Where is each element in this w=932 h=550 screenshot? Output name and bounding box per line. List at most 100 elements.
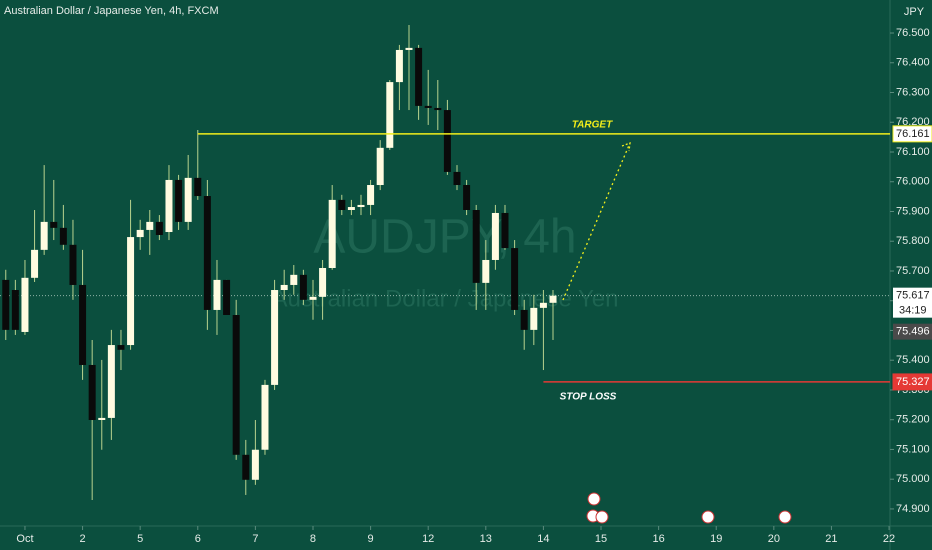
x-tick-label: 22 — [883, 533, 895, 545]
candle-body — [530, 307, 538, 330]
candle-body — [155, 221, 163, 235]
x-tick-label: 15 — [595, 533, 607, 545]
candle-body — [405, 47, 413, 50]
candle-body — [194, 177, 202, 197]
candle-body — [491, 212, 499, 260]
candle-body — [203, 196, 211, 310]
price-tag-bg — [893, 287, 932, 318]
candle-body — [520, 309, 528, 330]
candle-body — [40, 221, 48, 250]
price-tag-bg — [892, 373, 932, 391]
x-tick-label: Oct — [16, 533, 33, 545]
event-icon — [701, 510, 715, 524]
x-tick-label: 14 — [537, 533, 549, 545]
candle-body — [319, 268, 327, 297]
y-tick-label: 75.200 — [896, 414, 930, 426]
candle-body — [309, 296, 317, 300]
candle-body — [271, 290, 279, 385]
candle-body — [21, 277, 29, 332]
candle-body — [11, 290, 19, 330]
candle-body — [31, 249, 39, 278]
projection-arrow — [562, 142, 631, 301]
watermark: AUDJPY, 4h — [313, 211, 576, 264]
candle-body — [453, 171, 461, 186]
candle-body — [482, 259, 490, 283]
y-tick-label: 75.800 — [896, 235, 930, 247]
y-tick-label: 76.200 — [896, 116, 930, 128]
candle-body — [290, 274, 298, 285]
y-tick-label: 76.100 — [896, 146, 930, 158]
candle-body — [50, 221, 58, 228]
x-tick-label: 12 — [422, 533, 434, 545]
y-tick-label: 75.100 — [896, 443, 930, 455]
candle-body — [328, 199, 336, 269]
candle-body — [434, 107, 442, 111]
y-tick-label: 75.000 — [896, 473, 930, 485]
candle-body — [386, 82, 394, 148]
y-tick-label: 75.900 — [896, 205, 930, 217]
price-tag-bg — [892, 125, 932, 143]
x-tick-label: 9 — [368, 533, 374, 545]
y-tick-label: 75.700 — [896, 265, 930, 277]
event-icons — [586, 492, 792, 524]
candle-body — [338, 199, 346, 210]
y-axis-label: JPY — [904, 6, 925, 18]
candle-body — [549, 295, 557, 303]
projection-arrowhead — [621, 142, 631, 152]
y-tick-label: 74.900 — [896, 503, 930, 515]
candle-body — [357, 204, 365, 208]
plot — [0, 24, 890, 501]
candle-body — [539, 302, 547, 308]
candle-body — [395, 49, 403, 83]
candle-body — [424, 105, 432, 108]
candle-body — [511, 248, 519, 310]
candle-body — [242, 454, 250, 480]
candle-body — [232, 315, 240, 455]
candle-body — [251, 449, 259, 480]
candle-body — [79, 284, 87, 365]
candle-body — [501, 212, 509, 249]
candle-body — [117, 345, 125, 350]
candle-body — [443, 110, 451, 172]
y-tick-label: 76.400 — [896, 57, 930, 69]
candle-body — [136, 229, 144, 238]
x-tick-label: 6 — [195, 533, 201, 545]
x-tick-label: 20 — [768, 533, 780, 545]
x-tick-label: 8 — [310, 533, 316, 545]
y-tick-label: 75.400 — [896, 354, 930, 366]
price-tag: 75.327 — [896, 376, 930, 388]
price-tag-bg — [893, 323, 932, 340]
candle-body — [261, 384, 269, 450]
x-tick-label: 19 — [710, 533, 722, 545]
candle-body — [146, 221, 154, 230]
x-tick-label: 2 — [80, 533, 86, 545]
candle-body — [280, 284, 288, 291]
level-label: TARGET — [572, 119, 613, 130]
candle-body — [69, 244, 77, 285]
candle-body — [98, 417, 106, 420]
chart-title: Australian Dollar / Japanese Yen, 4h, FX… — [4, 5, 219, 17]
candle-body — [415, 47, 423, 106]
candle-body — [184, 177, 192, 222]
candle-body — [367, 185, 375, 205]
candle-body — [463, 185, 471, 210]
candle-body — [88, 364, 96, 420]
candle-body — [299, 274, 307, 300]
y-tick-label: 76.000 — [896, 176, 930, 188]
x-tick-label: 5 — [137, 533, 143, 545]
candle-body — [165, 179, 173, 233]
candle-body — [347, 207, 355, 210]
candle-body — [2, 279, 10, 330]
x-tick-label: 13 — [480, 533, 492, 545]
candle-body — [472, 210, 480, 283]
event-icon — [587, 492, 601, 506]
candle-body — [213, 279, 221, 310]
price-tag: 75.496 — [896, 326, 930, 338]
event-icon — [778, 510, 792, 524]
y-tick-label: 76.300 — [896, 86, 930, 98]
watermark-subtitle: Australian Dollar / Japanese Yen — [272, 285, 619, 312]
event-icon — [595, 510, 609, 524]
x-tick-label: 21 — [825, 533, 837, 545]
candle-body — [223, 279, 231, 315]
